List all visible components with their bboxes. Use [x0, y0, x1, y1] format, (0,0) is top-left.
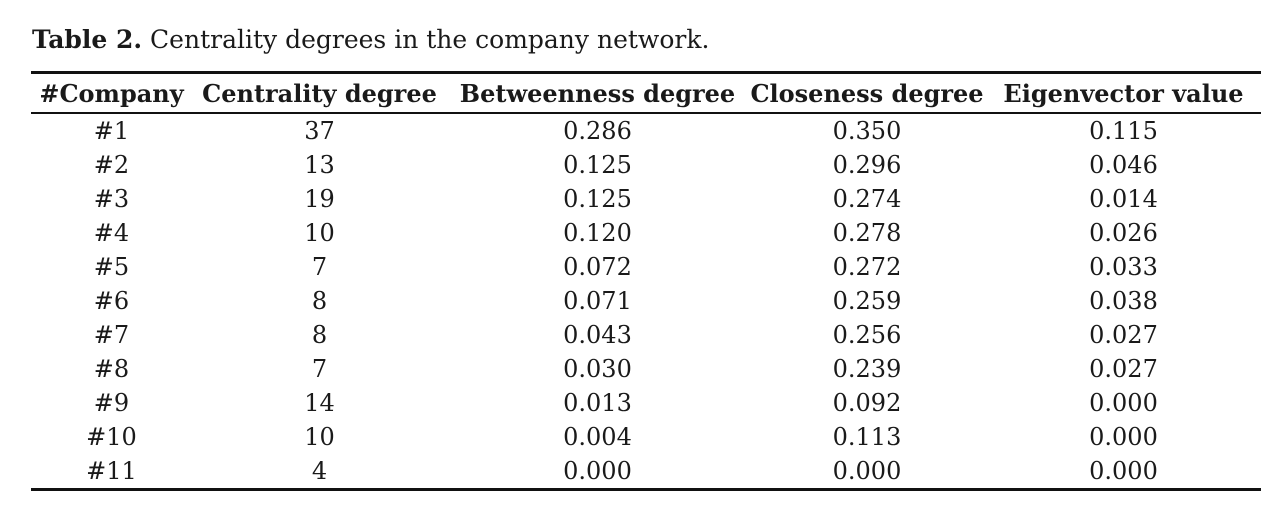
centrality-table: #Company Centrality degree Betweenness d… — [31, 71, 1261, 491]
cell-company: #7 — [93, 321, 130, 349]
table-row: #10 10 0.004 0.113 0.000 — [31, 420, 1261, 454]
table-row: #11 4 0.000 0.000 0.000 — [31, 454, 1261, 490]
cell-closeness: 0.000 — [832, 457, 902, 485]
cell-eigenvector: 0.033 — [1089, 253, 1158, 281]
table-row: #3 19 0.125 0.274 0.014 — [31, 182, 1261, 216]
table-row: #9 14 0.013 0.092 0.000 — [31, 386, 1261, 420]
cell-centrality: 7 — [311, 355, 328, 383]
header-company: #Company — [39, 78, 184, 108]
cell-centrality: 10 — [304, 219, 335, 247]
cell-company: #10 — [86, 423, 137, 451]
cell-eigenvector: 0.046 — [1089, 151, 1158, 179]
cell-eigenvector: 0.026 — [1089, 219, 1158, 247]
cell-centrality: 8 — [311, 321, 328, 349]
cell-closeness: 0.113 — [832, 423, 902, 451]
header-eigenvector: Eigenvector value — [1003, 78, 1244, 108]
cell-eigenvector: 0.115 — [1089, 117, 1158, 145]
table-row: #8 7 0.030 0.239 0.027 — [31, 352, 1261, 386]
cell-betweenness: 0.286 — [563, 117, 632, 145]
cell-betweenness: 0.004 — [563, 423, 632, 451]
cell-company: #4 — [93, 219, 130, 247]
cell-eigenvector: 0.000 — [1089, 457, 1158, 485]
cell-company: #3 — [93, 185, 130, 213]
cell-eigenvector: 0.000 — [1089, 423, 1158, 451]
cell-closeness: 0.296 — [832, 151, 902, 179]
cell-closeness: 0.278 — [832, 219, 902, 247]
header-centrality: Centrality degree — [202, 78, 437, 108]
cell-betweenness: 0.125 — [563, 185, 632, 213]
cell-closeness: 0.274 — [832, 185, 902, 213]
cell-closeness: 0.350 — [832, 117, 902, 145]
cell-centrality: 10 — [304, 423, 335, 451]
cell-betweenness: 0.125 — [563, 151, 632, 179]
cell-centrality: 13 — [304, 151, 335, 179]
cell-centrality: 8 — [311, 287, 328, 315]
cell-closeness: 0.256 — [832, 321, 902, 349]
table-row: #1 37 0.286 0.350 0.115 — [31, 113, 1261, 148]
cell-company: #9 — [93, 389, 130, 417]
cell-company: #5 — [93, 253, 130, 281]
cell-eigenvector: 0.027 — [1089, 321, 1158, 349]
table-row: #2 13 0.125 0.296 0.046 — [31, 148, 1261, 182]
table-container: #Company Centrality degree Betweenness d… — [31, 71, 1261, 491]
cell-centrality: 7 — [311, 253, 328, 281]
cell-centrality: 19 — [304, 185, 335, 213]
cell-closeness: 0.259 — [832, 287, 902, 315]
cell-betweenness: 0.072 — [563, 253, 632, 281]
cell-eigenvector: 0.000 — [1089, 389, 1158, 417]
cell-betweenness: 0.071 — [563, 287, 632, 315]
header-closeness: Closeness degree — [750, 78, 984, 108]
cell-closeness: 0.272 — [832, 253, 902, 281]
cell-betweenness: 0.013 — [563, 389, 632, 417]
cell-company: #11 — [86, 457, 137, 485]
table-row: #7 8 0.043 0.256 0.027 — [31, 318, 1261, 352]
cell-betweenness: 0.000 — [563, 457, 632, 485]
header-betweenness: Betweenness degree — [459, 78, 736, 108]
cell-betweenness: 0.120 — [563, 219, 632, 247]
table-body: #1 37 0.286 0.350 0.115 #2 13 0.125 0.296 0.046 #3… — [31, 113, 1261, 490]
cell-centrality: 4 — [311, 457, 328, 485]
table-row: #6 8 0.071 0.259 0.038 — [31, 284, 1261, 318]
cell-betweenness: 0.043 — [563, 321, 632, 349]
cell-closeness: 0.239 — [832, 355, 902, 383]
cell-centrality: 14 — [304, 389, 335, 417]
cell-betweenness: 0.030 — [563, 355, 632, 383]
header-row: #Company Centrality degree Betweenness d… — [31, 72, 1261, 113]
table-row: #4 10 0.120 0.278 0.026 — [31, 216, 1261, 250]
cell-eigenvector: 0.014 — [1089, 185, 1158, 213]
cell-company: #6 — [93, 287, 130, 315]
caption-text: Centrality degrees in the company networ… — [142, 25, 710, 54]
cell-centrality: 37 — [304, 117, 335, 145]
cell-closeness: 0.092 — [832, 389, 902, 417]
cell-eigenvector: 0.027 — [1089, 355, 1158, 383]
caption-label: Table 2. — [32, 25, 143, 54]
cell-company: #2 — [93, 151, 130, 179]
cell-company: #1 — [93, 117, 130, 145]
cell-eigenvector: 0.038 — [1089, 287, 1158, 315]
cell-company: #8 — [93, 355, 130, 383]
table-caption: Table 2. Centrality degrees in the compa… — [32, 22, 709, 58]
table-row: #5 7 0.072 0.272 0.033 — [31, 250, 1261, 284]
